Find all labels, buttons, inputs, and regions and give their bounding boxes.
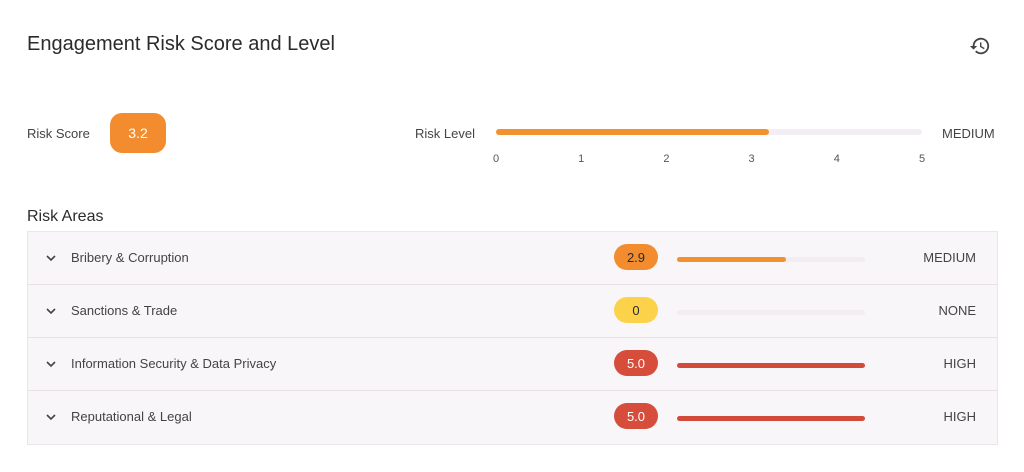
- risk-level-tick: 3: [748, 153, 755, 165]
- risk-area-name: Information Security & Data Privacy: [71, 356, 277, 371]
- page-title: Engagement Risk Score and Level: [27, 33, 335, 55]
- risk-level-bar-fill: [496, 129, 769, 135]
- risk-area-name: Bribery & Corruption: [71, 250, 189, 265]
- risk-area-level: NONE: [938, 303, 976, 318]
- risk-area-row[interactable]: Reputational & Legal 5.0 HIGH: [28, 391, 997, 444]
- risk-area-row[interactable]: Sanctions & Trade 0 NONE: [28, 285, 997, 338]
- risk-area-score-badge: 2.9: [614, 244, 658, 270]
- risk-area-bar-fill: [677, 363, 865, 368]
- risk-area-level: HIGH: [943, 409, 977, 424]
- risk-area-bar: [677, 310, 865, 315]
- risk-level-tick: 5: [918, 153, 926, 165]
- chevron-down-icon[interactable]: [45, 411, 57, 423]
- risk-area-score-badge: 0: [614, 297, 658, 323]
- history-icon: [969, 37, 990, 55]
- risk-level-value: MEDIUM: [942, 126, 995, 141]
- risk-area-bar: [677, 416, 865, 421]
- risk-area-level: MEDIUM: [923, 250, 976, 265]
- risk-area-level: HIGH: [943, 356, 977, 371]
- risk-area-bar: [677, 257, 865, 262]
- risk-level-tick: 1: [578, 153, 585, 165]
- risk-area-row[interactable]: Information Security & Data Privacy 5.0 …: [28, 338, 997, 391]
- risk-area-name: Reputational & Legal: [71, 409, 192, 424]
- chevron-down-icon[interactable]: [45, 252, 57, 264]
- risk-area-row[interactable]: Bribery & Corruption 2.9 MEDIUM: [28, 232, 997, 285]
- risk-level-tick: 0: [492, 153, 500, 165]
- risk-area-score-badge: 5.0: [614, 350, 658, 376]
- history-button[interactable]: [969, 35, 991, 57]
- risk-level-tick: 2: [663, 153, 670, 165]
- risk-area-bar-fill: [677, 416, 865, 421]
- risk-score-badge: 3.2: [110, 113, 166, 153]
- chevron-down-icon[interactable]: [45, 305, 57, 317]
- risk-score-label: Risk Score: [27, 126, 90, 141]
- risk-area-bar-fill: [677, 257, 787, 262]
- risk-area-name: Sanctions & Trade: [71, 303, 178, 318]
- risk-area-score-badge: 5.0: [614, 403, 658, 429]
- chevron-down-icon[interactable]: [45, 358, 57, 370]
- risk-level-tick: 4: [833, 153, 840, 165]
- risk-level-bar: [496, 129, 922, 135]
- risk-areas-list: Bribery & Corruption 2.9 MEDIUM Sanction…: [27, 231, 998, 445]
- risk-level-label: Risk Level: [415, 126, 475, 141]
- risk-areas-title: Risk Areas: [27, 208, 104, 225]
- risk-area-bar: [677, 363, 865, 368]
